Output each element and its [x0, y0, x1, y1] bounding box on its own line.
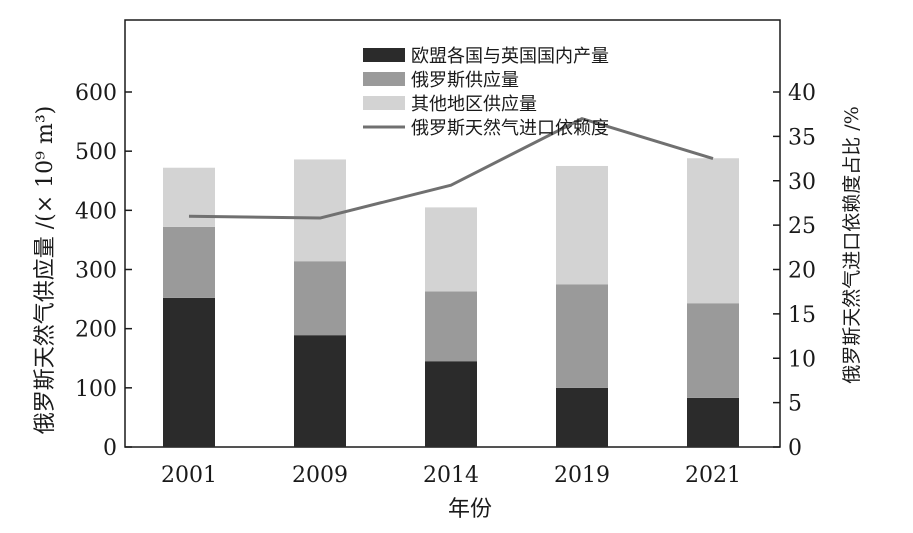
legend-swatch: [363, 48, 405, 62]
legend-swatch: [363, 96, 405, 110]
bar-segment-2: [687, 303, 739, 398]
bar-segment-1: [425, 361, 477, 447]
y-left-tick-label: 400: [75, 199, 117, 224]
bar-segment-3: [425, 207, 477, 291]
legend-label: 欧盟各国与英国国内产量: [411, 46, 609, 67]
y-left-tick-label: 200: [75, 318, 117, 343]
bar-segment-1: [556, 388, 608, 447]
legend-label: 其他地区供应量: [411, 94, 537, 115]
y-axis-right-title: 俄罗斯天然气进口依赖度占比 /%: [841, 106, 863, 384]
x-tick-label: 2019: [554, 463, 610, 488]
bar-segment-2: [425, 291, 477, 361]
x-tick-label: 2009: [292, 463, 348, 488]
y-left-tick-label: 600: [75, 81, 117, 106]
y-left-tick-label: 0: [103, 436, 117, 461]
legend-label: 俄罗斯天然气进口依赖度: [411, 118, 609, 139]
y-left-tick-label: 100: [75, 377, 117, 402]
bar-segment-2: [163, 227, 215, 298]
bar-segment-1: [687, 398, 739, 447]
x-axis-title: 年份: [448, 497, 492, 522]
bar-segment-3: [294, 159, 346, 261]
y-right-tick-label: 30: [788, 170, 816, 195]
bar-segment-1: [294, 335, 346, 447]
bars: [163, 158, 739, 447]
y-right-tick-label: 5: [788, 392, 802, 417]
bar-segment-3: [687, 158, 739, 303]
x-tick-label: 2014: [423, 463, 479, 488]
y-right-tick-label: 40: [788, 81, 816, 106]
bar-segment-1: [163, 298, 215, 447]
y-right-tick-label: 35: [788, 125, 816, 150]
bar-segment-2: [294, 261, 346, 335]
legend-swatch: [363, 72, 405, 86]
bar-segment-2: [556, 284, 608, 388]
y-right-tick-label: 0: [788, 436, 802, 461]
x-tick-label: 2001: [161, 463, 217, 488]
legend-label: 俄罗斯供应量: [411, 70, 519, 91]
y-right-tick-label: 10: [788, 347, 816, 372]
bar-segment-3: [163, 168, 215, 227]
y-left-tick-label: 300: [75, 259, 117, 284]
y-right-tick-label: 20: [788, 259, 816, 284]
y-right-tick-label: 15: [788, 303, 816, 328]
y-left-tick-label: 500: [75, 140, 117, 165]
y-axis-left-title: 俄罗斯天然气供应量 /(× 10⁹ m³): [33, 106, 58, 435]
y-right-tick-label: 25: [788, 214, 816, 239]
x-tick-label: 2021: [685, 463, 741, 488]
bar-segment-3: [556, 166, 608, 284]
